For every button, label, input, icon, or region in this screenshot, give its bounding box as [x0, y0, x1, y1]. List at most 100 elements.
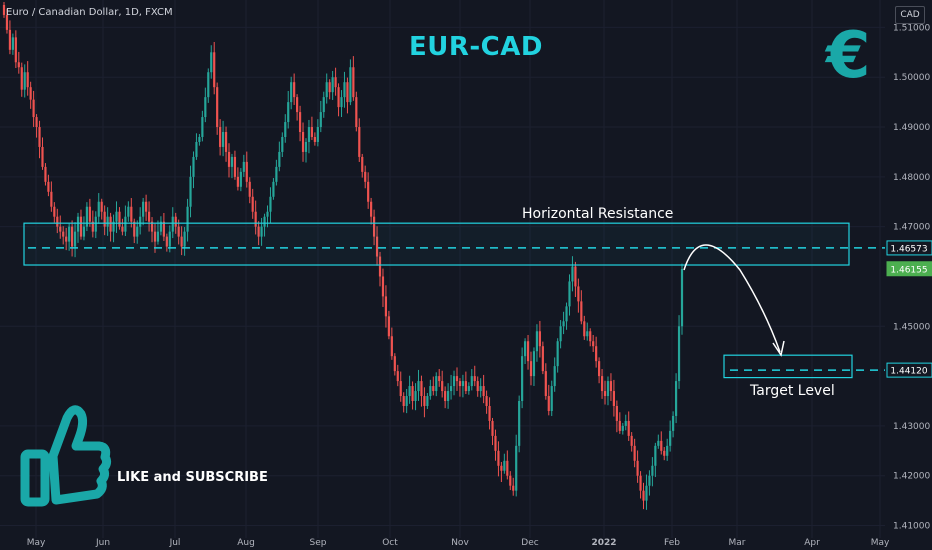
candle-body	[59, 226, 62, 232]
candle-body	[316, 127, 319, 142]
candle-body	[518, 401, 521, 446]
candle-body	[266, 211, 269, 217]
candle-body	[455, 376, 459, 382]
candle-body	[438, 376, 441, 382]
candle-body	[577, 286, 580, 302]
candle-body	[227, 151, 231, 167]
candle-body	[254, 211, 257, 227]
candle-body	[82, 226, 86, 237]
candle-body	[589, 331, 592, 342]
candle-body	[630, 435, 633, 446]
candle-body	[364, 171, 367, 182]
thumbs-up-icon	[20, 405, 112, 507]
candle-body	[370, 201, 373, 217]
candle-body	[556, 341, 559, 367]
candle-body	[544, 371, 547, 397]
candle-body	[461, 381, 465, 387]
candle-body	[44, 166, 47, 182]
candle-body	[251, 196, 254, 212]
candle-body	[257, 226, 260, 237]
candle-body	[654, 445, 657, 466]
like-subscribe-label: LIKE and SUBSCRIBE	[117, 470, 268, 485]
x-axis: May Jun Jul Aug Sep Oct Nov Dec 2022 Feb Mar Apr May	[27, 538, 890, 548]
candle-body	[53, 206, 56, 217]
currency-button[interactable]: CAD	[895, 6, 925, 24]
chart-annotations	[23, 222, 885, 379]
candle-body	[358, 127, 361, 157]
candle-body	[473, 376, 476, 382]
candle-body	[532, 351, 536, 377]
candle-body	[20, 67, 23, 90]
candle-body	[458, 381, 462, 387]
x-tick-label: Dec	[521, 538, 538, 548]
candle-body	[568, 281, 571, 307]
candle-body	[121, 226, 124, 232]
x-tick-label: Nov	[451, 538, 469, 548]
x-tick-label: Feb	[664, 538, 680, 548]
candle-body	[642, 490, 645, 501]
candle-body	[657, 440, 660, 446]
x-tick-label: Mar	[729, 538, 746, 548]
candle-body	[515, 445, 518, 491]
y-tick-label: 1.41000	[893, 522, 930, 532]
candle-body	[139, 216, 142, 227]
candle-body	[509, 475, 512, 486]
candle-body	[88, 206, 91, 222]
candle-body	[70, 226, 74, 247]
candle-body	[526, 341, 530, 362]
candle-body	[435, 376, 438, 392]
x-tick-label: Oct	[382, 538, 398, 548]
candle-body	[50, 191, 53, 207]
candle-body	[68, 226, 71, 242]
candle-body	[210, 52, 213, 73]
candle-body	[56, 216, 59, 227]
candle-body	[73, 231, 77, 247]
candle-body	[663, 450, 666, 456]
candle-body	[174, 216, 177, 227]
candle-body	[230, 156, 234, 167]
candle-body	[293, 82, 296, 98]
candle-body	[115, 211, 118, 222]
resistance-price-label: 1.46573	[890, 244, 927, 254]
candle-body	[606, 381, 610, 397]
symbol-header[interactable]: Euro / Canadian Dollar, 1D, FXCM	[6, 7, 173, 18]
candle-body	[100, 201, 103, 212]
candle-body	[192, 156, 195, 177]
candle-body	[233, 156, 237, 177]
candle-body	[239, 171, 242, 187]
candle-body	[79, 216, 83, 237]
y-tick-label: 1.50000	[893, 73, 930, 83]
candle-body	[449, 386, 453, 392]
candle-body	[156, 231, 160, 242]
candle-body	[207, 72, 210, 98]
candle-body	[213, 52, 216, 88]
candle-body	[372, 216, 376, 237]
candle-body	[35, 117, 38, 128]
candle-body	[553, 366, 556, 387]
candle-body	[612, 391, 616, 406]
candle-body	[574, 266, 577, 287]
y-tick-label: 1.42000	[893, 472, 930, 482]
candle-body	[301, 132, 305, 152]
candle-body	[23, 72, 26, 90]
candle-body	[677, 326, 681, 382]
candle-body	[287, 102, 290, 123]
candle-body	[186, 206, 189, 232]
y-tick-label: 1.48000	[893, 173, 930, 183]
candle-body	[150, 221, 154, 232]
candle-body	[281, 136, 284, 152]
candle-body	[47, 181, 50, 192]
candle-body	[660, 440, 663, 451]
target-zone	[723, 354, 853, 379]
candle-body	[343, 82, 346, 98]
candle-body	[17, 62, 20, 68]
candle-body	[488, 405, 491, 421]
candle-body	[476, 381, 479, 392]
candle-body	[177, 226, 180, 237]
candle-body	[648, 475, 651, 486]
candle-body	[142, 201, 145, 217]
candle-body	[381, 276, 385, 297]
candle-body	[29, 87, 32, 100]
candle-body	[387, 316, 390, 337]
